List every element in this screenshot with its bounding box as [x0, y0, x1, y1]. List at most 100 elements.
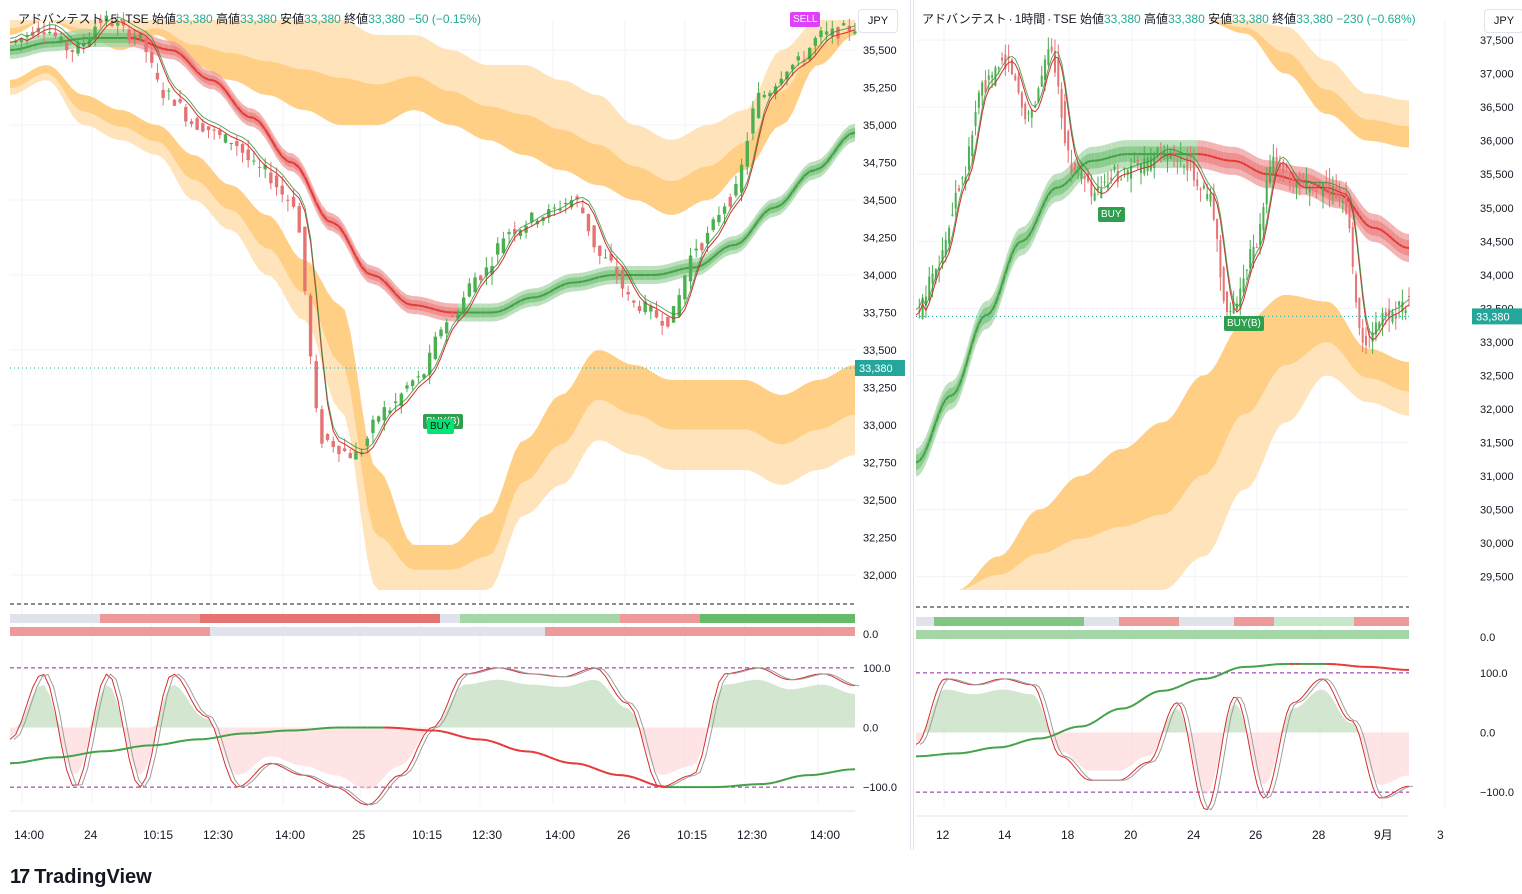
- osc-slow-line: [469, 737, 476, 741]
- price-axis-tick: 35,000: [1480, 203, 1514, 215]
- ma-line: [656, 273, 663, 276]
- symbol-name-right[interactable]: アドバンテスト: [922, 12, 1007, 26]
- candle-body: [371, 419, 375, 434]
- ma-line: [988, 309, 993, 315]
- ma-line: [1014, 242, 1020, 248]
- candle-body: [433, 336, 438, 360]
- signal-line-green: [915, 51, 1410, 336]
- ma-line: [1216, 157, 1221, 160]
- candle-body: [1282, 163, 1285, 173]
- ma-line: [55, 40, 62, 44]
- ma-line: [1114, 154, 1119, 158]
- osc-slow-line: [174, 740, 181, 744]
- ma-line: [1097, 158, 1102, 162]
- ma-line: [400, 298, 408, 305]
- candle-body: [178, 99, 182, 103]
- candle-body: [1156, 147, 1159, 154]
- strip-segment-top: [934, 617, 1084, 626]
- change-value: −50 (−0.15%): [408, 12, 481, 26]
- ma-line: [423, 305, 430, 309]
- ma-line: [1246, 164, 1251, 169]
- ma-line: [349, 244, 357, 258]
- candle-body: [1014, 75, 1017, 81]
- ma-line: [418, 304, 425, 308]
- osc-slow-line: [1005, 745, 1009, 748]
- ma-line: [1236, 160, 1241, 164]
- candle-body: [1179, 151, 1182, 155]
- candle-body: [1374, 322, 1377, 335]
- candle-body: [496, 243, 500, 255]
- osc-slow-line: [89, 750, 96, 754]
- ma-line: [964, 354, 970, 367]
- osc-slow-line: [769, 781, 776, 785]
- currency-button[interactable]: JPY: [858, 9, 898, 33]
- osc-line-red: [915, 678, 1410, 811]
- currency-button-right[interactable]: JPY: [1484, 9, 1522, 33]
- osc-slow-line: [1021, 739, 1026, 743]
- candle-body: [59, 36, 63, 42]
- candle-body: [70, 50, 75, 53]
- ma-line: [1047, 189, 1053, 196]
- candle-body: [987, 75, 990, 80]
- candle-body: [1338, 189, 1341, 199]
- price-axis-tick: 32,000: [863, 570, 897, 582]
- time-axis-tick: 14:00: [14, 828, 44, 842]
- candle-body: [223, 134, 228, 143]
- osc-slow-line: [965, 751, 970, 754]
- candle-body: [586, 213, 591, 232]
- candle-body: [734, 183, 738, 196]
- price-axis-tick: 35,500: [863, 45, 897, 57]
- osc-slow-line: [1150, 691, 1155, 695]
- candle-body: [977, 92, 980, 108]
- osc-slow-line: [559, 760, 567, 764]
- candle-body: [1060, 88, 1063, 118]
- candle-body: [513, 229, 517, 235]
- candle-body: [110, 23, 114, 26]
- osc-slow-line: [208, 736, 215, 740]
- chart-panel-5min[interactable]: 35,500 35,250 35,000 34,750 34,500 34,250 34,0…: [0, 0, 911, 850]
- upper-envelope-band: [916, 20, 1409, 148]
- ma-line: [372, 274, 379, 278]
- price-axis-tick: 31,500: [1480, 437, 1514, 449]
- osc-slow-line: [537, 751, 544, 756]
- candle-body: [1295, 179, 1298, 187]
- tradingview-footer[interactable]: 17 TradingView: [10, 866, 152, 889]
- osc-slow-line: [270, 730, 277, 733]
- chart-canvas-right[interactable]: 37,500 37,000 36,500 36,000 35,500 35,000 34,5…: [914, 0, 1522, 850]
- ma-line: [985, 313, 990, 317]
- ma-line: [931, 422, 937, 433]
- candle-body: [1321, 182, 1324, 196]
- ma-line: [383, 280, 391, 289]
- ma-line: [389, 286, 397, 295]
- candle-body: [456, 314, 460, 319]
- time-axis-tick: 25: [352, 828, 366, 842]
- candle-body: [974, 112, 977, 126]
- candle-body: [365, 438, 369, 447]
- ma-line: [179, 52, 187, 60]
- osc-area-positive: [916, 689, 1409, 733]
- candle-body: [928, 276, 931, 300]
- osc-slow-line: [83, 751, 90, 755]
- candle-body: [1302, 179, 1305, 181]
- symbol-name[interactable]: アドバンテスト: [18, 12, 103, 26]
- chart-canvas-left[interactable]: 35,500 35,250 35,000 34,750 34,500 34,250 34,0…: [0, 0, 910, 850]
- ma-line: [219, 83, 227, 92]
- ma-line: [718, 247, 726, 254]
- osc-slow-line: [735, 784, 742, 787]
- candle-body: [921, 297, 924, 319]
- ma-line: [803, 170, 811, 178]
- candle-body: [1269, 166, 1272, 184]
- ma-line: [355, 256, 363, 268]
- candle-body: [1113, 166, 1116, 170]
- time-axis-tick: 14:00: [810, 828, 840, 842]
- osc-axis-tick: 100.0: [863, 663, 891, 675]
- ma-line: [1239, 161, 1244, 165]
- osc-slow-line: [1110, 708, 1115, 713]
- candle-body: [1186, 156, 1189, 171]
- candle-body: [1106, 184, 1109, 188]
- osc-slow-line: [599, 769, 606, 774]
- price-axis-tick: 33,500: [863, 345, 897, 357]
- ma-line: [1030, 223, 1037, 232]
- ma-line: [38, 41, 45, 45]
- chart-panel-1hour[interactable]: 37,500 37,000 36,500 36,000 35,500 35,000 34,5…: [913, 0, 1522, 850]
